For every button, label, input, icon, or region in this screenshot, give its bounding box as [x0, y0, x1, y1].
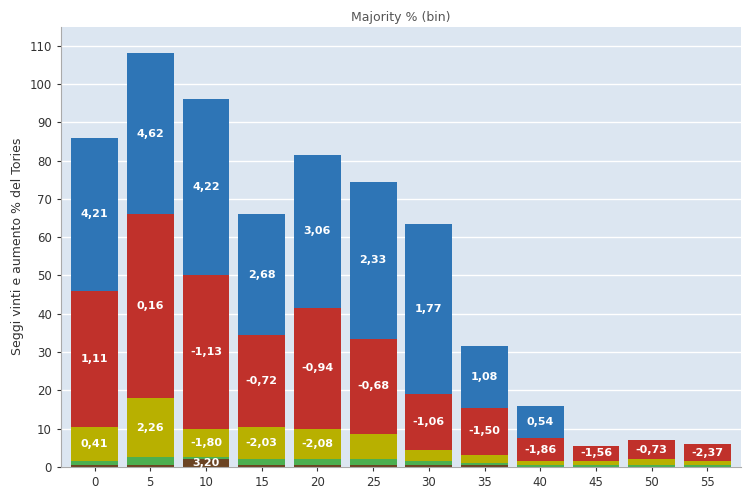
- Text: 1,77: 1,77: [415, 304, 443, 314]
- Bar: [238, 459, 285, 465]
- Bar: [517, 438, 564, 461]
- Text: -1,56: -1,56: [580, 448, 612, 458]
- Bar: [238, 465, 285, 467]
- Text: -0,73: -0,73: [635, 444, 668, 454]
- Bar: [461, 456, 508, 463]
- Bar: [517, 461, 564, 465]
- Bar: [350, 434, 396, 459]
- Bar: [294, 465, 341, 467]
- Bar: [350, 182, 396, 338]
- Text: -1,06: -1,06: [413, 417, 445, 427]
- Text: 0,16: 0,16: [136, 301, 164, 311]
- Bar: [572, 465, 620, 467]
- Text: 3,06: 3,06: [304, 226, 331, 236]
- Bar: [405, 461, 452, 465]
- Bar: [461, 465, 508, 467]
- Bar: [629, 459, 675, 465]
- Text: -1,80: -1,80: [190, 438, 222, 448]
- Bar: [127, 458, 174, 465]
- Bar: [572, 461, 620, 465]
- Text: -1,86: -1,86: [524, 444, 556, 454]
- Bar: [127, 465, 174, 467]
- Text: 4,22: 4,22: [193, 182, 220, 192]
- Bar: [517, 406, 564, 438]
- Text: -1,50: -1,50: [468, 426, 501, 436]
- Bar: [629, 465, 675, 467]
- Text: -0,68: -0,68: [357, 382, 390, 392]
- Text: 3,20: 3,20: [193, 458, 220, 468]
- Text: 2,26: 2,26: [136, 422, 164, 432]
- Y-axis label: Seggi vinti e aumento % del Tories: Seggi vinti e aumento % del Tories: [11, 138, 24, 356]
- Bar: [461, 346, 508, 408]
- Bar: [629, 440, 675, 459]
- Bar: [350, 465, 396, 467]
- Bar: [517, 465, 564, 467]
- Bar: [183, 276, 229, 428]
- Text: 0,54: 0,54: [526, 417, 554, 427]
- Text: 0,41: 0,41: [80, 439, 108, 449]
- Bar: [183, 459, 229, 467]
- Bar: [238, 426, 285, 459]
- Bar: [71, 138, 118, 291]
- Bar: [684, 461, 731, 465]
- Bar: [405, 224, 452, 394]
- Bar: [183, 428, 229, 458]
- Text: -0,72: -0,72: [246, 376, 277, 386]
- Bar: [127, 398, 174, 458]
- Text: -1,13: -1,13: [190, 347, 222, 357]
- Text: -2,37: -2,37: [691, 448, 723, 458]
- Bar: [461, 408, 508, 456]
- Text: 1,08: 1,08: [471, 372, 499, 382]
- Bar: [405, 450, 452, 461]
- Text: 2,68: 2,68: [248, 270, 275, 280]
- Bar: [461, 463, 508, 465]
- Bar: [294, 428, 341, 459]
- Bar: [350, 459, 396, 465]
- Text: -2,03: -2,03: [246, 438, 277, 448]
- Bar: [350, 338, 396, 434]
- Text: 4,21: 4,21: [80, 209, 108, 219]
- Bar: [405, 465, 452, 467]
- Bar: [572, 446, 620, 461]
- Bar: [71, 426, 118, 461]
- Bar: [71, 465, 118, 467]
- Bar: [405, 394, 452, 450]
- Text: -0,94: -0,94: [302, 364, 334, 374]
- Bar: [684, 444, 731, 461]
- Bar: [294, 459, 341, 465]
- Bar: [71, 461, 118, 465]
- Bar: [183, 458, 229, 459]
- Bar: [294, 308, 341, 428]
- Title: Majority % (bin): Majority % (bin): [351, 11, 450, 24]
- Bar: [183, 100, 229, 276]
- Text: 4,62: 4,62: [136, 129, 164, 139]
- Bar: [71, 291, 118, 426]
- Bar: [127, 214, 174, 398]
- Bar: [294, 155, 341, 308]
- Text: -2,08: -2,08: [302, 439, 333, 449]
- Bar: [127, 54, 174, 214]
- Bar: [684, 465, 731, 467]
- Bar: [238, 335, 285, 426]
- Text: 1,11: 1,11: [80, 354, 108, 364]
- Bar: [238, 214, 285, 335]
- Text: 2,33: 2,33: [359, 255, 387, 265]
